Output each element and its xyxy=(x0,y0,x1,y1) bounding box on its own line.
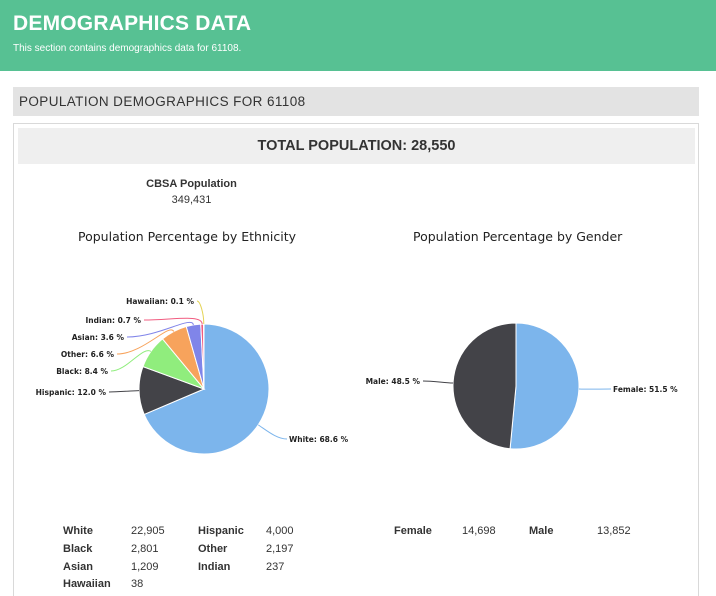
pie-connector-hispanic xyxy=(108,390,140,393)
stat-label-white: White xyxy=(63,525,93,537)
pie-connector-other xyxy=(116,329,175,355)
pie-connector-white xyxy=(257,424,288,440)
pie-label-indian: Indian: 0.7 % xyxy=(86,316,142,325)
stat-label-male: Male xyxy=(529,525,554,537)
stat-value-hispanic: 4,000 xyxy=(266,525,294,537)
page-header: DEMOGRAPHICS DATA This section contains … xyxy=(0,0,716,71)
demographics-panel: TOTAL POPULATION: 28,550 CBSA Population… xyxy=(13,123,699,596)
cbsa-label: CBSA Population xyxy=(146,178,237,190)
stat-value-other: 2,197 xyxy=(266,543,294,555)
pie-label-male: Male: 48.5 % xyxy=(366,377,421,386)
stat-label-black: Black xyxy=(63,543,93,555)
total-population-value: 28,550 xyxy=(411,138,456,154)
total-population: TOTAL POPULATION: 28,550 xyxy=(18,138,695,154)
gender-chart-title: Population Percentage by Gender xyxy=(413,229,623,244)
pie-label-white: White: 68.6 % xyxy=(289,435,349,444)
section-title: POPULATION DEMOGRAPHICS FOR 61108 xyxy=(19,94,306,109)
page-subtitle: This section contains demographics data … xyxy=(13,43,242,54)
pie-label-hispanic: Hispanic: 12.0 % xyxy=(36,388,107,397)
stat-label-female: Female xyxy=(394,525,432,537)
pie-connector-hawaiian xyxy=(196,300,205,325)
cbsa-value: 349,431 xyxy=(171,194,212,206)
gender-pie-chart: Female: 51.5 % Male: 48.5 % xyxy=(366,322,678,450)
pie-label-female: Female: 51.5 % xyxy=(613,385,678,394)
pie-connector-male xyxy=(422,380,454,384)
pie-label-black: Black: 8.4 % xyxy=(56,367,108,376)
stat-label-hispanic: Hispanic xyxy=(198,525,244,537)
pie-slice-male[interactable] xyxy=(452,322,517,450)
stat-value-male: 13,852 xyxy=(597,525,631,537)
pie-connector-black xyxy=(110,350,152,372)
stat-value-indian: 237 xyxy=(266,561,285,573)
pie-label-other: Other: 6.6 % xyxy=(61,350,115,359)
cbsa-population: CBSA Population 349,431 xyxy=(129,178,254,206)
page-title: DEMOGRAPHICS DATA xyxy=(13,12,252,35)
stat-label-indian: Indian xyxy=(198,561,231,573)
stat-value-female: 14,698 xyxy=(462,525,496,537)
ethnicity-chart-title: Population Percentage by Ethnicity xyxy=(78,229,297,244)
pie-connector-indian xyxy=(143,317,203,325)
stat-label-other: Other xyxy=(198,543,228,555)
pie-connector-asian xyxy=(126,321,194,338)
stat-value-hawaiian: 38 xyxy=(131,578,144,590)
ethnicity-pie-chart: White: 68.6 % Hispanic: 12.0 % Black: 8.4 … xyxy=(36,297,349,455)
stat-value-black: 2,801 xyxy=(131,543,159,555)
total-population-bar: TOTAL POPULATION: 28,550 xyxy=(18,128,695,164)
stat-value-asian: 1,209 xyxy=(131,561,159,573)
section-header[interactable]: POPULATION DEMOGRAPHICS FOR 61108 xyxy=(13,87,699,116)
stat-label-hawaiian: Hawaiian xyxy=(63,578,111,590)
pie-label-asian: Asian: 3.6 % xyxy=(72,333,125,342)
pie-label-hawaiian: Hawaiian: 0.1 % xyxy=(126,297,194,306)
pie-slice-female[interactable] xyxy=(509,322,580,450)
total-population-label: TOTAL POPULATION: xyxy=(257,138,408,154)
stat-value-white: 22,905 xyxy=(131,525,165,537)
stat-label-asian: Asian xyxy=(63,561,93,573)
